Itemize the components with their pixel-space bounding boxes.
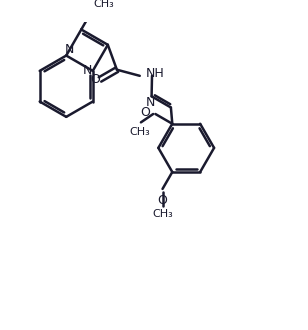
Text: NH: NH <box>146 67 165 80</box>
Text: O: O <box>158 194 168 207</box>
Text: N: N <box>64 43 74 56</box>
Text: O: O <box>90 73 100 86</box>
Text: CH₃: CH₃ <box>152 209 173 219</box>
Text: N: N <box>145 96 155 109</box>
Text: CH₃: CH₃ <box>129 126 150 137</box>
Text: CH₃: CH₃ <box>93 0 114 9</box>
Text: N: N <box>83 64 92 78</box>
Text: O: O <box>140 106 150 119</box>
